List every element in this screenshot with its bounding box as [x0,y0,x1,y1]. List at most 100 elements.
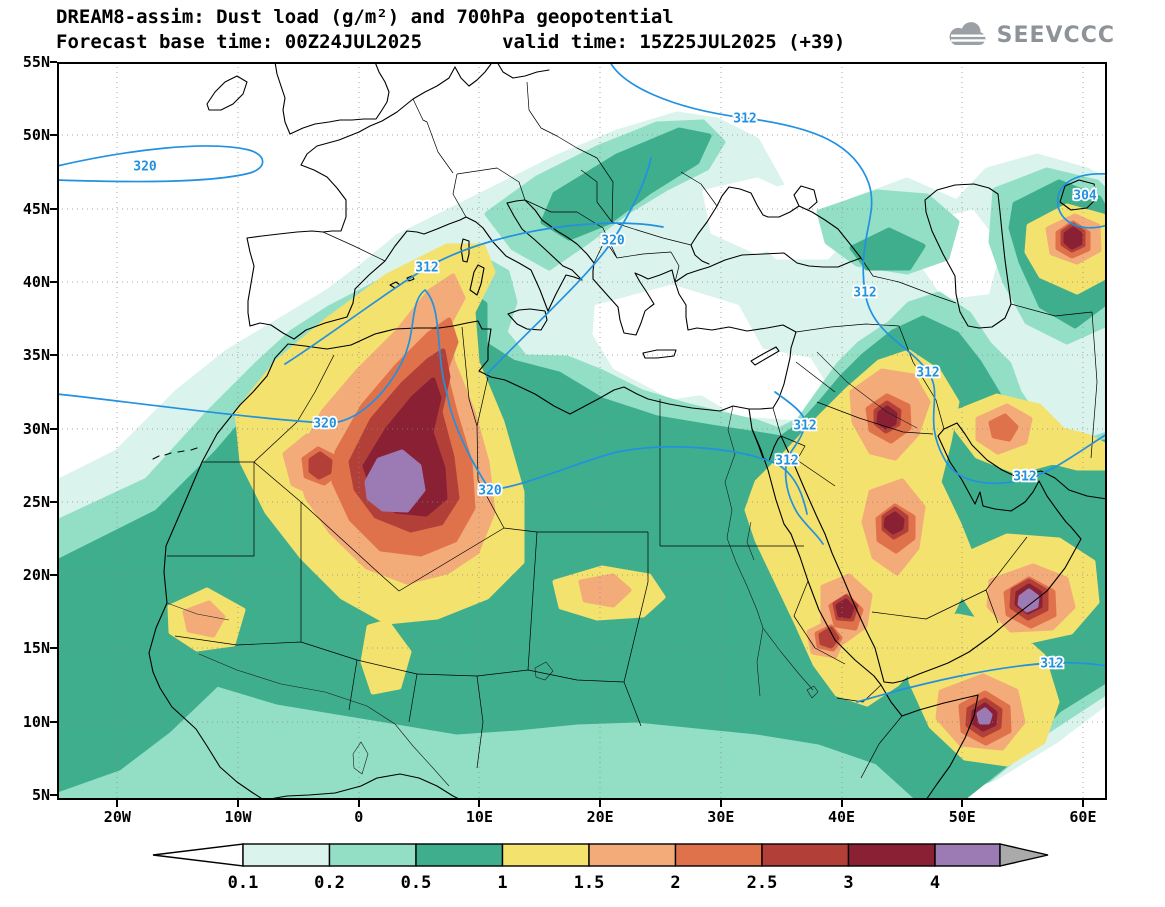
contour-value-label: 312 [916,366,939,381]
legend-boundary-label: 1 [497,873,507,893]
lat-tick-mark [50,574,57,577]
europe-atlantic-coast [246,66,456,340]
lon-tick-label: 20E [586,808,614,826]
lat-tick-mark [50,207,57,210]
dust-level-2.5-region [308,222,1086,738]
contour-312-maghreb [284,222,664,365]
lat-tick-label: 50N [22,126,50,145]
lon-tick-label: 30E [707,808,735,826]
lat-tick-label: 15N [22,639,50,658]
lat-tick-label: 35N [22,346,50,365]
graticule-grid [57,62,1107,800]
lat-tick-label: 5N [31,786,50,804]
contour-label-layer: 320 312 304 312 320 312 312 312 312 312 320 320 312 [132,110,1099,674]
legend-bin [674,843,763,867]
mediterranean-africa-coast [287,320,750,415]
contour-320-ionian [486,157,652,375]
lat-tick-label: 45N [22,199,50,218]
lat-tick-mark [50,61,57,63]
legend-boundary-label: 0.5 [401,873,432,893]
logo-text: SEEVCCC [996,22,1115,48]
lat-tick-mark [50,720,57,723]
seevccc-logo: SEEVCCC [944,20,1115,50]
lon-tick-mark [719,800,722,807]
lat-tick-label: 30N [22,419,50,438]
contour-value-label: 320 [601,234,625,249]
dust-fill-layer [57,111,1107,800]
contour-value-label: 320 [133,160,157,175]
legend-bin [415,843,504,867]
lat-tick-label: 55N [22,53,50,71]
contour-312-levant [774,391,824,545]
europe-mediterranean-coast [293,199,676,340]
cloud-icon [949,22,986,45]
redsea-horn-coast [751,428,979,800]
lon-tick-label: 40E [828,808,856,826]
lat-tick-label: 40N [22,272,50,291]
legend-arrow-below [152,843,244,867]
contour-312-main [609,62,1107,485]
contour-value-label: 304 [1073,189,1097,204]
legend-boundary-label: 4 [930,873,940,893]
lon-tick-mark [237,800,240,807]
lon-tick-mark [599,800,602,807]
map-canvas: 320 312 304 312 320 312 312 312 312 312 320 320 312 [57,62,1107,800]
lon-tick-mark [116,800,119,807]
contour-value-label: 320 [478,484,502,499]
lat-tick-mark [50,794,57,796]
legend-bin [847,843,936,867]
contour-320-sahara [57,288,808,515]
map-frame: 320 312 304 312 320 312 312 312 312 312 320 320 312 [57,62,1107,800]
arabia-coast [780,428,1082,684]
lat-tick-mark [50,647,57,650]
lon-tick-label: 50E [948,808,976,826]
contour-value-label: 320 [313,417,337,432]
lat-tick-mark [50,500,57,503]
lon-tick-mark [478,800,481,807]
legend-bin [501,843,590,867]
legend-boundary-label: 3 [843,873,853,893]
legend-bin [934,843,1001,867]
contour-value-label: 312 [775,454,798,469]
legend-bin [588,843,677,867]
lon-tick-mark [961,800,964,807]
contour-value-label: 312 [853,286,876,301]
iran-gulf-coast [943,422,1107,500]
plot-frame [57,62,1107,800]
lat-tick-mark [50,427,57,430]
lat-tick-mark [50,354,57,357]
lat-tick-mark [50,134,57,137]
contour-value-label: 312 [1013,470,1036,485]
country-borders [167,81,1098,779]
contour-value-label: 312 [415,261,438,276]
coastline-layer [148,62,1107,800]
lat-tick-label: 25N [22,492,50,511]
lon-tick-mark [1081,800,1084,807]
legend-boundary-label: 2 [670,873,680,893]
borders-layer [166,81,1098,787]
dust-level-4-region [364,449,1040,725]
legend-boundary-label: 2.5 [747,873,778,893]
lon-tick-label: 20W [103,808,131,826]
legend-boundary-label: 1.5 [574,873,605,893]
caspian-aral-coast [924,179,1098,329]
legend-boundary-label: 0.2 [314,873,345,893]
africa-atlantic-coast [148,343,462,800]
legend-bin [761,843,850,867]
lon-tick-mark [357,800,360,807]
legend-colorbar: 0.1 0.2 0.5 1 1.5 2 2.5 3 4 [152,843,1049,893]
contour-312-arabian-sea [856,661,1107,703]
uk-ireland-baltic-coast [206,62,550,135]
legend-arrow-above [999,843,1049,867]
lat-tick-label: 10N [22,712,50,731]
geopotential-contour-layer [57,62,1107,703]
contour-304-loop [1056,173,1107,229]
lon-tick-label: 10W [224,808,252,826]
contour-value-label: 312 [793,419,816,434]
dust-level-2-region [301,220,1091,746]
lon-tick-mark [840,800,843,807]
lon-tick-label: 60E [1069,808,1097,826]
dust-level-3-region [362,226,1083,732]
islands [152,238,780,460]
